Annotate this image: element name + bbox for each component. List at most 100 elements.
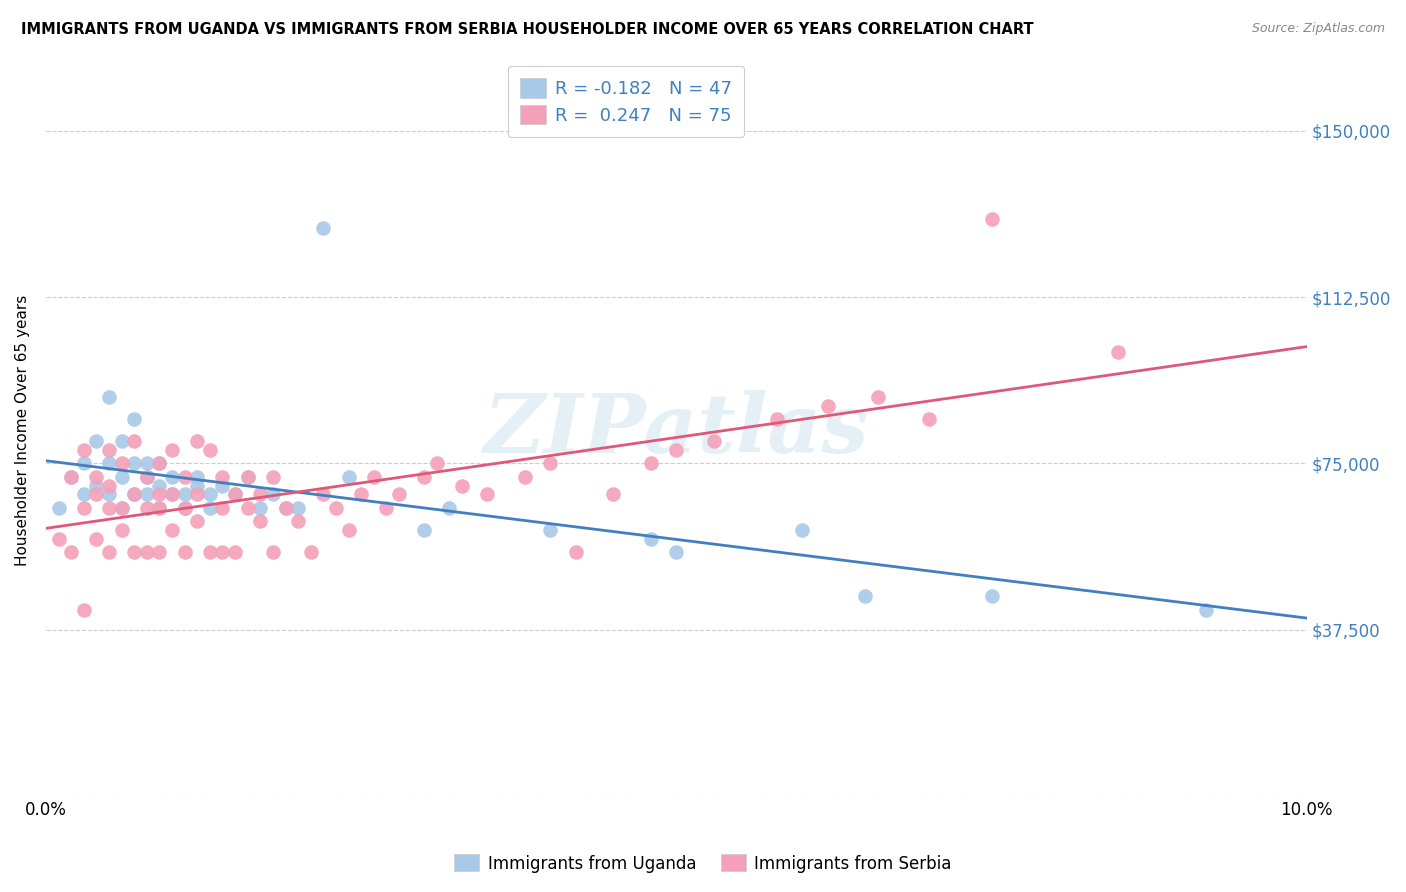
Point xyxy=(186,434,208,449)
Point xyxy=(173,500,195,515)
Point xyxy=(148,545,170,559)
Point xyxy=(236,469,259,483)
Point xyxy=(249,487,271,501)
Point xyxy=(211,500,233,515)
Point xyxy=(312,487,335,501)
Point xyxy=(122,487,145,501)
Point xyxy=(236,500,259,515)
Point xyxy=(262,487,284,501)
Point xyxy=(538,456,561,470)
Point xyxy=(439,500,461,515)
Point xyxy=(148,478,170,492)
Point xyxy=(413,469,436,483)
Point xyxy=(1107,345,1129,359)
Point xyxy=(211,478,233,492)
Point xyxy=(186,514,208,528)
Point xyxy=(388,487,411,501)
Point xyxy=(249,514,271,528)
Point xyxy=(73,487,96,501)
Point xyxy=(98,443,121,458)
Point xyxy=(135,487,157,501)
Point xyxy=(148,500,170,515)
Point xyxy=(86,434,108,449)
Point xyxy=(602,487,624,501)
Point xyxy=(86,487,108,501)
Point xyxy=(148,456,170,470)
Point xyxy=(224,487,246,501)
Point xyxy=(198,443,221,458)
Point xyxy=(48,500,70,515)
Point xyxy=(262,545,284,559)
Point xyxy=(426,456,449,470)
Point xyxy=(299,545,322,559)
Point xyxy=(135,469,157,483)
Point xyxy=(186,469,208,483)
Point xyxy=(98,478,121,492)
Point xyxy=(173,469,195,483)
Point xyxy=(477,487,499,501)
Point xyxy=(224,545,246,559)
Point xyxy=(665,443,688,458)
Point xyxy=(980,590,1002,604)
Point xyxy=(148,456,170,470)
Point xyxy=(86,532,108,546)
Point xyxy=(337,523,360,537)
Point xyxy=(173,487,195,501)
Point xyxy=(262,469,284,483)
Point xyxy=(350,487,373,501)
Text: Source: ZipAtlas.com: Source: ZipAtlas.com xyxy=(1251,22,1385,36)
Point xyxy=(980,212,1002,227)
Point xyxy=(98,545,121,559)
Point xyxy=(98,390,121,404)
Point xyxy=(198,487,221,501)
Point xyxy=(665,545,688,559)
Point xyxy=(122,456,145,470)
Point xyxy=(148,487,170,501)
Point xyxy=(640,532,662,546)
Point xyxy=(73,443,96,458)
Point xyxy=(86,478,108,492)
Point xyxy=(236,469,259,483)
Text: IMMIGRANTS FROM UGANDA VS IMMIGRANTS FROM SERBIA HOUSEHOLDER INCOME OVER 65 YEAR: IMMIGRANTS FROM UGANDA VS IMMIGRANTS FRO… xyxy=(21,22,1033,37)
Point xyxy=(111,456,134,470)
Point xyxy=(160,469,183,483)
Point xyxy=(60,469,83,483)
Point xyxy=(211,469,233,483)
Point xyxy=(111,500,134,515)
Point xyxy=(703,434,725,449)
Point xyxy=(60,545,83,559)
Point xyxy=(160,523,183,537)
Point xyxy=(287,500,309,515)
Point xyxy=(274,500,297,515)
Point xyxy=(513,469,536,483)
Point xyxy=(868,390,890,404)
Point xyxy=(111,469,134,483)
Point xyxy=(337,469,360,483)
Point xyxy=(287,514,309,528)
Point xyxy=(1195,603,1218,617)
Point xyxy=(160,443,183,458)
Point xyxy=(917,412,939,426)
Point xyxy=(135,469,157,483)
Point xyxy=(122,412,145,426)
Text: ZIPatlas: ZIPatlas xyxy=(484,390,869,470)
Point xyxy=(817,399,839,413)
Point xyxy=(111,500,134,515)
Point xyxy=(73,603,96,617)
Point xyxy=(86,469,108,483)
Point xyxy=(538,523,561,537)
Point xyxy=(198,545,221,559)
Point xyxy=(122,434,145,449)
Point xyxy=(111,434,134,449)
Point xyxy=(413,523,436,537)
Point xyxy=(375,500,398,515)
Point xyxy=(135,545,157,559)
Point xyxy=(325,500,347,515)
Point xyxy=(211,545,233,559)
Point xyxy=(186,487,208,501)
Point xyxy=(148,500,170,515)
Point xyxy=(173,500,195,515)
Point xyxy=(640,456,662,470)
Legend: Immigrants from Uganda, Immigrants from Serbia: Immigrants from Uganda, Immigrants from … xyxy=(447,847,959,880)
Point xyxy=(363,469,385,483)
